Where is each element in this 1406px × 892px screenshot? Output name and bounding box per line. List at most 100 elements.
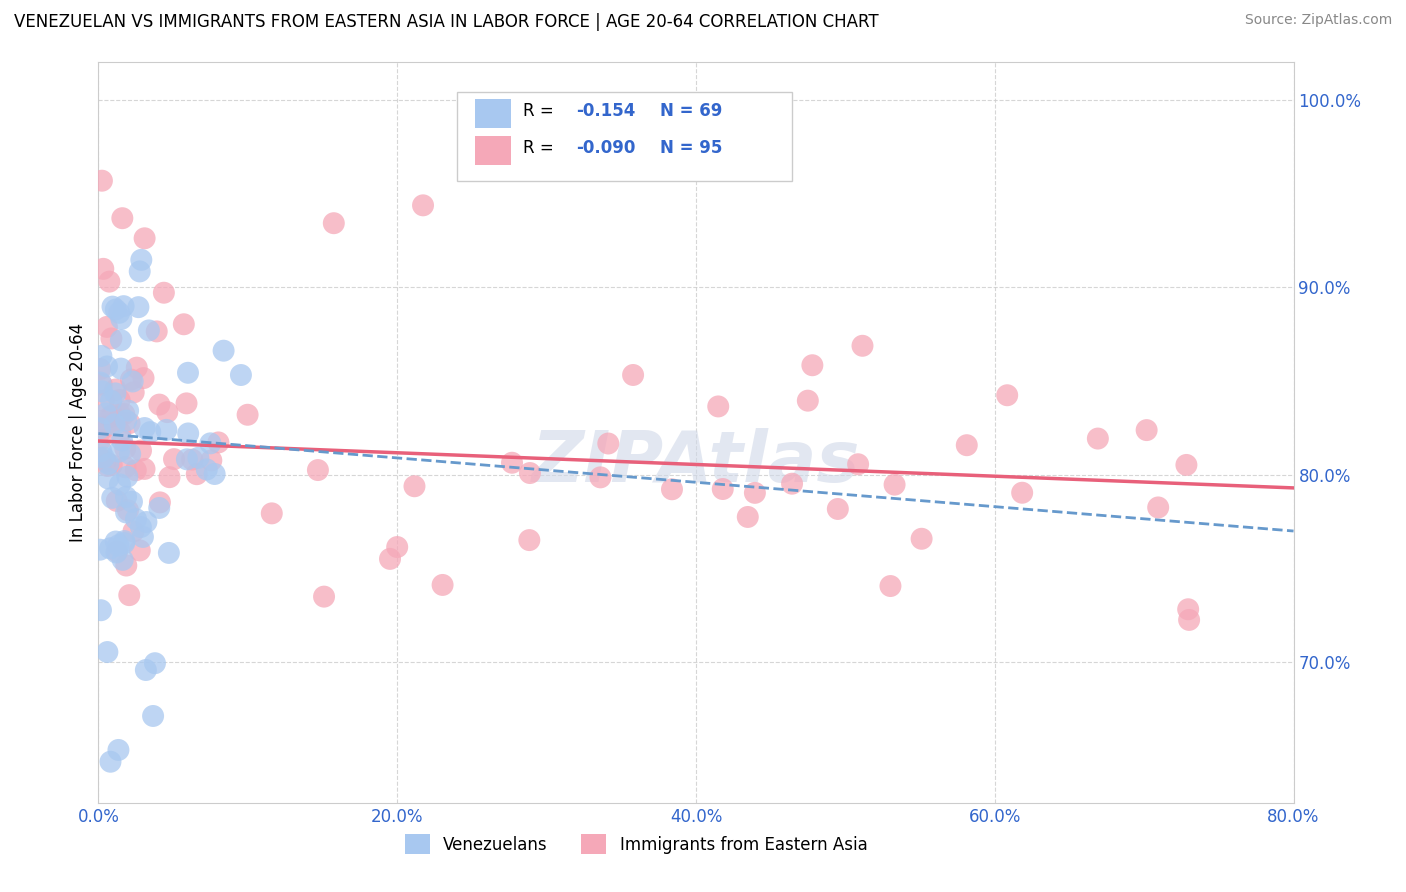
Point <box>125 463 148 477</box>
Point <box>122 524 145 539</box>
Point <box>142 709 165 723</box>
Bar <box>475 136 510 165</box>
Point <box>90 174 112 188</box>
Point <box>121 375 143 389</box>
Point <box>121 494 143 508</box>
Point <box>91 261 114 276</box>
Point <box>159 470 181 484</box>
Point <box>589 470 612 484</box>
Text: Source: ZipAtlas.com: Source: ZipAtlas.com <box>1244 13 1392 28</box>
Point <box>100 755 122 769</box>
Point <box>117 469 139 483</box>
Legend: Venezuelans, Immigrants from Eastern Asia: Venezuelans, Immigrants from Eastern Asi… <box>398 828 875 861</box>
Point <box>139 425 162 439</box>
Y-axis label: In Labor Force | Age 20-64: In Labor Force | Age 20-64 <box>69 323 87 542</box>
Point <box>127 300 149 314</box>
Text: -0.090: -0.090 <box>576 138 636 157</box>
Point <box>108 444 131 458</box>
Point <box>96 645 118 659</box>
Point <box>112 536 135 550</box>
Point <box>661 483 683 497</box>
Point <box>112 534 135 549</box>
Point <box>132 530 155 544</box>
Point <box>97 457 120 471</box>
Point <box>598 436 620 450</box>
Point <box>621 368 644 382</box>
Point <box>117 503 139 517</box>
Point <box>104 386 127 401</box>
Bar <box>475 99 510 128</box>
Point <box>157 546 180 560</box>
Point <box>115 505 138 519</box>
Point <box>132 371 155 385</box>
Point <box>995 388 1018 402</box>
Point <box>149 495 172 509</box>
Point <box>98 275 121 289</box>
Text: ZIPAtlas: ZIPAtlas <box>531 428 860 497</box>
Point <box>90 444 112 458</box>
Point <box>385 540 409 554</box>
Point <box>118 588 141 602</box>
Point <box>173 318 195 332</box>
Point <box>93 450 115 465</box>
Point <box>111 553 134 567</box>
Point <box>108 393 131 408</box>
Point <box>108 306 131 320</box>
Point <box>956 438 979 452</box>
Point <box>90 349 112 363</box>
Point <box>260 507 283 521</box>
Point <box>145 325 167 339</box>
Point <box>131 252 153 267</box>
Point <box>104 534 127 549</box>
Point <box>212 343 235 358</box>
Point <box>135 663 157 677</box>
Point <box>1177 602 1199 616</box>
Point <box>105 545 128 559</box>
Point <box>780 476 803 491</box>
Point <box>112 407 135 421</box>
Point <box>851 339 873 353</box>
Point <box>107 743 129 757</box>
Point <box>97 471 120 485</box>
Point <box>519 466 541 480</box>
Point <box>112 299 135 313</box>
Point <box>163 452 186 467</box>
Point <box>1136 423 1159 437</box>
Point <box>110 425 132 440</box>
Point <box>105 544 128 558</box>
Point <box>100 458 122 472</box>
Point <box>148 398 170 412</box>
Point <box>90 451 112 466</box>
Point <box>129 520 152 534</box>
Point <box>200 453 222 467</box>
Point <box>501 456 523 470</box>
Point <box>89 425 111 440</box>
Point <box>104 302 127 317</box>
Point <box>94 454 117 468</box>
Point <box>200 436 222 450</box>
Point <box>118 416 141 430</box>
Point <box>108 408 131 422</box>
Point <box>100 331 122 345</box>
Point <box>104 383 127 397</box>
Point <box>412 198 434 212</box>
Point <box>156 405 179 419</box>
Point <box>827 502 849 516</box>
Point <box>93 393 115 408</box>
Point <box>101 409 124 423</box>
Point <box>96 359 118 374</box>
Point <box>110 333 132 347</box>
Point <box>138 323 160 337</box>
Point <box>125 360 148 375</box>
Point <box>89 362 111 376</box>
Point <box>90 377 112 392</box>
Point <box>91 384 114 399</box>
Point <box>134 421 156 435</box>
Point <box>378 552 401 566</box>
Point <box>153 285 176 300</box>
Point <box>801 358 824 372</box>
Point <box>846 457 869 471</box>
Point <box>125 512 148 526</box>
Point <box>104 417 127 432</box>
Point <box>797 393 820 408</box>
